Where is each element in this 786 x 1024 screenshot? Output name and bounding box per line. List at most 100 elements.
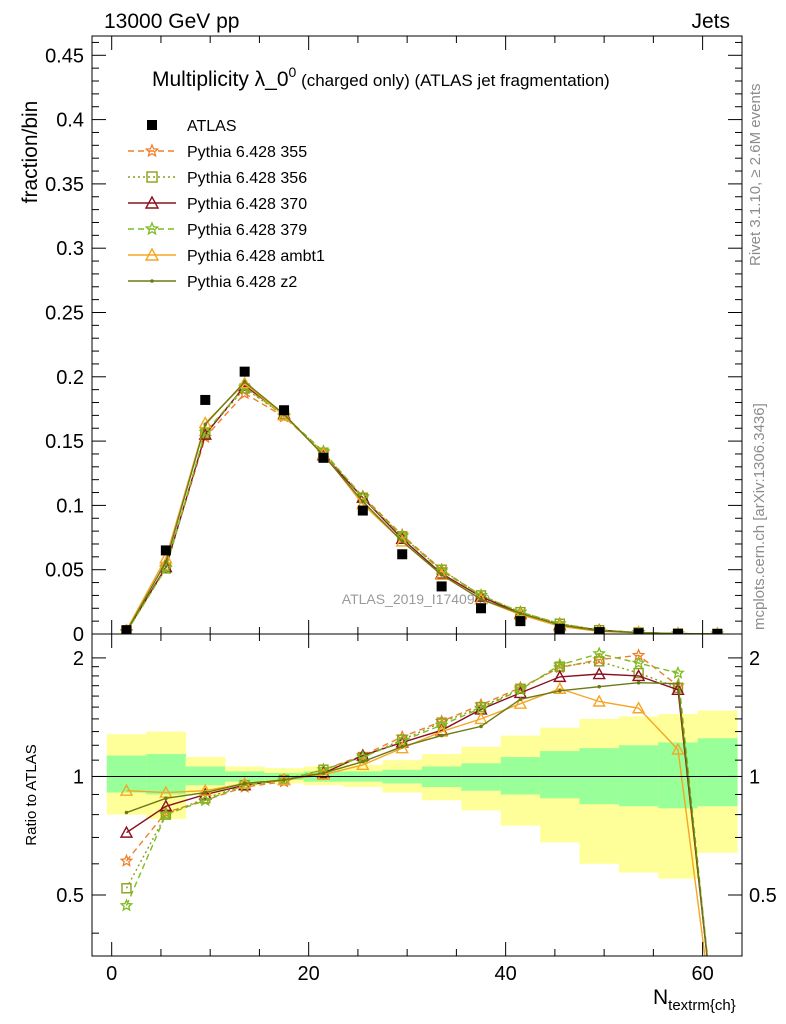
ratio-point-pythia-6-428-z2 <box>558 689 562 693</box>
main-point-pythia-6-428-z2 <box>164 560 168 564</box>
ratio-point-pythia-6-428-379 <box>631 655 646 669</box>
ratio-point-pythia-6-428-ambt1 <box>592 694 606 707</box>
main-point-atlas <box>357 505 368 516</box>
main-point-pythia-6-428-z2 <box>242 380 247 384</box>
ratio-point-pythia-6-428-370 <box>553 669 567 683</box>
ratio-band-inner <box>540 751 580 799</box>
ratio-line-pythia-6-428-356 <box>125 660 708 956</box>
legend-item-pythia-6-428-z2: Pythia 6.428 z2 <box>128 274 297 291</box>
ratio-point-pythia-6-428-370 <box>631 668 646 682</box>
main-point-pythia-6-428-379 <box>395 529 410 543</box>
main-point-atlas <box>160 545 171 556</box>
legend-label: Pythia 6.428 356 <box>187 170 307 187</box>
ratio-line-pythia-6-428-370 <box>126 673 708 956</box>
main-point-atlas <box>121 625 132 634</box>
ratio-point-pythia-6-428-ambt1 <box>513 696 528 709</box>
main-y-tick-label: 0.3 <box>56 238 84 260</box>
main-point-pythia-6-428-z2 <box>361 499 365 504</box>
ratio-y-tick-label: 0.5 <box>56 885 84 907</box>
legend-label: ATLAS <box>187 118 237 135</box>
main-point-pythia-6-428-379 <box>198 424 213 438</box>
ratio-panel: 0.5 0.51 12 20 20 40 60 Ratio to ATLAS <box>23 633 777 985</box>
ratio-point-pythia-6-428-370 <box>119 825 134 838</box>
main-point-pythia-6-428-ambt1 <box>198 416 212 429</box>
main-line-pythia-6-428-355 <box>125 392 718 634</box>
ratio-point-pythia-6-428-379 <box>592 646 607 660</box>
ratio-point-pythia-6-428-370 <box>592 667 606 680</box>
ratio-band-inner <box>500 757 541 795</box>
main-point-pythia-6-428-ambt1 <box>434 567 449 581</box>
legend-swatch-marker <box>144 247 160 261</box>
legend-swatch-marker <box>147 120 157 130</box>
ratio-point-pythia-6-428-370 <box>198 787 212 800</box>
main-watermark: ATLAS_2019_I1740909 <box>342 591 491 607</box>
main-point-atlas <box>712 628 723 634</box>
ratio-point-pythia-6-428-z2 <box>124 810 129 815</box>
ratio-point-pythia-6-428-ambt1 <box>671 742 685 755</box>
ratio-point-pythia-6-428-z2 <box>479 724 483 729</box>
main-panel: ATLAS_2019_I1740909 00.050.10.150.20.250… <box>19 35 743 646</box>
ratio-point-pythia-6-428-ambt1 <box>553 681 567 694</box>
ratio-point-pythia-6-428-379 <box>119 898 134 912</box>
ratio-point-pythia-6-428-379 <box>552 657 567 671</box>
legend-swatch-marker <box>144 195 160 209</box>
header-energy-label: 13000 GeV pp <box>104 10 239 33</box>
main-y-tick-label: 0.25 <box>45 302 84 324</box>
main-point-pythia-6-428-z2 <box>518 611 523 616</box>
ratio-line-pythia-6-428-ambt1 <box>126 687 706 956</box>
ratio-y-tick-label: 1 <box>73 766 84 788</box>
ratio-point-pythia-6-428-z2 <box>636 680 641 685</box>
x-axis-label-subscript: textrm{ch} <box>668 997 736 1014</box>
x-tick-label: 40 <box>495 963 517 985</box>
main-point-atlas <box>279 405 290 416</box>
x-tick-label: 20 <box>298 963 320 985</box>
ratio-point-pythia-6-428-379 <box>474 701 488 715</box>
main-title: Multiplicity λ_00 (charged only) (ATLAS … <box>152 64 610 91</box>
mcplots-label: mcplots.cern.ch [arXiv:1306.3436] <box>751 403 768 630</box>
ratio-point-pythia-6-428-z2 <box>203 790 208 795</box>
ratio-band-inner <box>618 745 659 807</box>
ratio-point-pythia-6-428-ambt1 <box>119 783 134 796</box>
ratio-axes: 0.5 0.51 12 20 20 40 60 <box>56 633 777 985</box>
main-point-atlas <box>515 616 526 627</box>
ratio-point-pythia-6-428-z2 <box>676 681 680 686</box>
legend-label: Pythia 6.428 370 <box>187 196 307 213</box>
main-point-pythia-6-428-z2 <box>479 597 483 602</box>
legend-item-pythia-6-428-370: Pythia 6.428 370 <box>128 195 307 213</box>
ratio-band-inner <box>461 763 502 791</box>
legend-item-pythia-6-428-355: Pythia 6.428 355 <box>128 143 307 161</box>
ratio-point-pythia-6-428-ambt1 <box>631 701 646 714</box>
main-y-tick-label: 0.45 <box>45 45 84 67</box>
legend-item-pythia-6-428-356: Pythia 6.428 356 <box>128 170 307 187</box>
ratio-y-tick-label: 2 <box>73 648 84 670</box>
main-y-tick-label: 0.1 <box>56 495 84 517</box>
ratio-line-pythia-6-428-379 <box>125 652 709 956</box>
ratio-point-pythia-6-428-ambt1 <box>474 711 488 725</box>
legend-swatch-marker <box>150 279 154 283</box>
legend-swatch-marker <box>146 171 158 183</box>
ratio-y-tick-label-right: 0.5 <box>749 885 777 907</box>
ratio-point-pythia-6-428-370 <box>671 682 685 695</box>
main-title-superscript: 0 <box>289 64 297 80</box>
ratio-point-pythia-6-428-356 <box>633 667 644 679</box>
ratio-point-pythia-6-428-379 <box>198 793 213 807</box>
ratio-line-pythia-6-428-z2 <box>126 681 708 956</box>
x-tick-label: 60 <box>691 963 713 985</box>
main-title-suffix: (charged only) (ATLAS jet fragmentation) <box>296 71 609 90</box>
legend-swatch-marker <box>144 143 160 158</box>
main-point-atlas <box>672 628 683 634</box>
x-axis-label: Ntextrm{ch} <box>653 986 736 1014</box>
main-point-pythia-6-428-z2 <box>203 422 208 427</box>
ratio-point-pythia-6-428-z2 <box>164 796 168 801</box>
ratio-point-pythia-6-428-379 <box>671 665 685 679</box>
ratio-point-pythia-6-428-z2 <box>597 684 601 689</box>
ratio-point-pythia-6-428-z2 <box>439 733 444 738</box>
legend-swatch-marker <box>144 221 160 236</box>
main-line-pythia-6-428-z2 <box>125 380 718 634</box>
main-title-text: Multiplicity λ_0 <box>152 68 289 91</box>
ratio-point-pythia-6-428-356 <box>121 883 132 894</box>
ratio-point-pythia-6-428-z2 <box>361 759 365 764</box>
ratio-point-pythia-6-428-z2 <box>518 697 523 702</box>
main-point-atlas <box>594 627 605 634</box>
